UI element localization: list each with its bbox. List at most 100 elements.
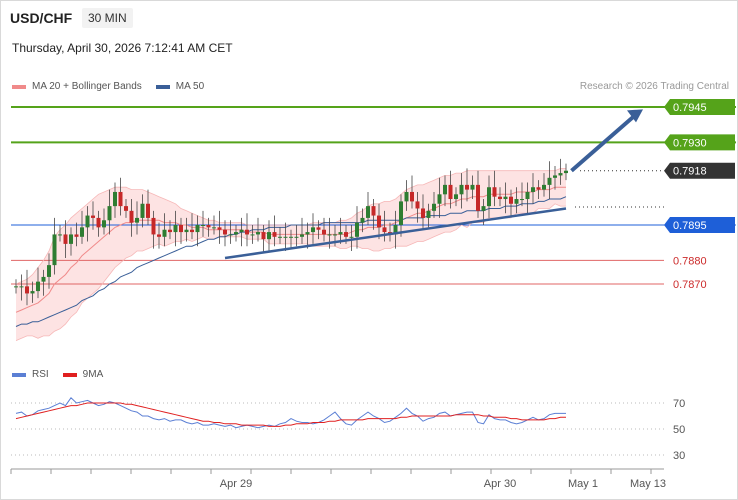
candle-12	[80, 210, 84, 244]
legend-item-9ma: 9MA	[62, 369, 104, 380]
candle-86	[487, 175, 491, 218]
candle-body-34	[201, 225, 205, 226]
candle-body-98	[553, 175, 557, 178]
candle-body-75	[426, 210, 431, 218]
level-tag-bg-0	[664, 99, 735, 115]
candle-76	[432, 191, 436, 218]
candle-body-55	[316, 227, 321, 230]
candle-body-41	[239, 229, 244, 233]
candle-body-4	[36, 281, 40, 292]
candle-48	[278, 227, 282, 244]
support-trend-line	[224, 207, 567, 260]
legend-swatch-ma20	[12, 84, 26, 89]
candle-81	[459, 173, 464, 209]
candle-body-92	[520, 199, 524, 201]
candle-body-57	[327, 234, 332, 236]
candle-body-59	[338, 232, 343, 235]
time-tick-3: May 13	[630, 478, 666, 490]
candlesticks	[14, 158, 568, 306]
main-legend: MA 20 + Bollinger Bands MA 50	[12, 81, 218, 92]
candle-body-31	[184, 229, 189, 233]
candle-16	[102, 208, 106, 235]
candle-25	[151, 210, 156, 249]
candle-80	[454, 187, 458, 207]
annotations	[224, 109, 643, 260]
legend-label-9ma: 9MA	[82, 369, 104, 380]
candle-body-1	[19, 286, 24, 288]
legend-label-ma20: MA 20 + Bollinger Bands	[32, 81, 142, 92]
candle-4	[36, 267, 40, 299]
candle-47	[272, 215, 277, 247]
candle-83	[470, 175, 475, 200]
legend-item-ma50: MA 50	[155, 81, 205, 92]
time-tick-0: Apr 29	[220, 478, 252, 490]
time-tick-2: May 1	[568, 478, 598, 490]
candle-body-94	[531, 187, 535, 192]
candle-body-6	[47, 265, 51, 277]
level-tag-1: 0.7930	[664, 134, 735, 151]
candle-19	[118, 177, 123, 216]
candle-34	[201, 210, 205, 237]
rsi-line	[15, 397, 566, 429]
rsi-ma9-line	[15, 402, 566, 427]
candle-body-73	[415, 201, 420, 209]
rsi-tick-50: 50	[673, 424, 685, 436]
candle-body-86	[487, 187, 491, 207]
candle-10	[69, 227, 73, 256]
candle-0	[14, 279, 18, 294]
candle-body-51	[294, 236, 299, 238]
candle-66	[377, 203, 381, 240]
candle-23	[140, 194, 145, 228]
legend-swatch-9ma	[62, 372, 77, 377]
level-tag-2: 0.7918	[664, 162, 735, 179]
candle-32	[190, 213, 194, 240]
candle-53	[305, 222, 310, 249]
datetime-label: Thursday, April 30, 2026 7:12:41 AM CET	[12, 41, 233, 55]
candle-24	[146, 189, 150, 225]
candle-body-66	[377, 215, 381, 228]
candle-14	[91, 201, 95, 230]
candle-body-29	[173, 225, 178, 233]
candle-body-58	[333, 234, 337, 236]
candle-body-52	[300, 234, 304, 237]
level-tag-bg-3	[664, 217, 735, 233]
candle-72	[410, 175, 414, 209]
candle-body-39	[228, 234, 233, 236]
candle-body-62	[355, 222, 359, 237]
candle-70	[399, 194, 403, 237]
candle-body-30	[179, 225, 183, 233]
candle-body-9	[63, 234, 68, 244]
legend-item-rsi: RSI	[12, 369, 49, 380]
candle-79	[448, 170, 453, 209]
candle-62	[355, 206, 359, 249]
candle-body-11	[74, 234, 79, 237]
candle-body-10	[69, 234, 73, 244]
candle-body-71	[404, 191, 409, 202]
timeframe-button[interactable]: 30 MIN	[82, 8, 133, 28]
candle-body-33	[195, 225, 200, 233]
candle-body-54	[311, 227, 315, 233]
candle-46	[267, 220, 271, 251]
candle-body-27	[162, 229, 167, 237]
level-labels: 0.7945 0.7930 0.7918 0.7895 0.7880 0.7870	[664, 99, 735, 291]
candle-20	[124, 199, 128, 218]
candle-90	[509, 189, 513, 216]
candle-92	[520, 182, 524, 207]
candle-98	[553, 166, 557, 190]
candle-99	[558, 158, 563, 185]
candle-87	[492, 170, 497, 207]
candle-body-90	[509, 196, 513, 204]
candle-44	[256, 217, 260, 242]
candle-body-65	[371, 206, 376, 216]
legend-label-rsi: RSI	[32, 369, 49, 380]
legend-label-ma50: MA 50	[175, 81, 205, 92]
candle-77	[437, 177, 442, 218]
candle-73	[415, 191, 420, 223]
candle-15	[96, 210, 101, 237]
candle-88	[498, 187, 502, 207]
candle-body-26	[157, 234, 161, 237]
candle-body-19	[118, 191, 123, 207]
candle-body-43	[250, 234, 255, 236]
forecast-arrow-shaft	[570, 113, 637, 173]
